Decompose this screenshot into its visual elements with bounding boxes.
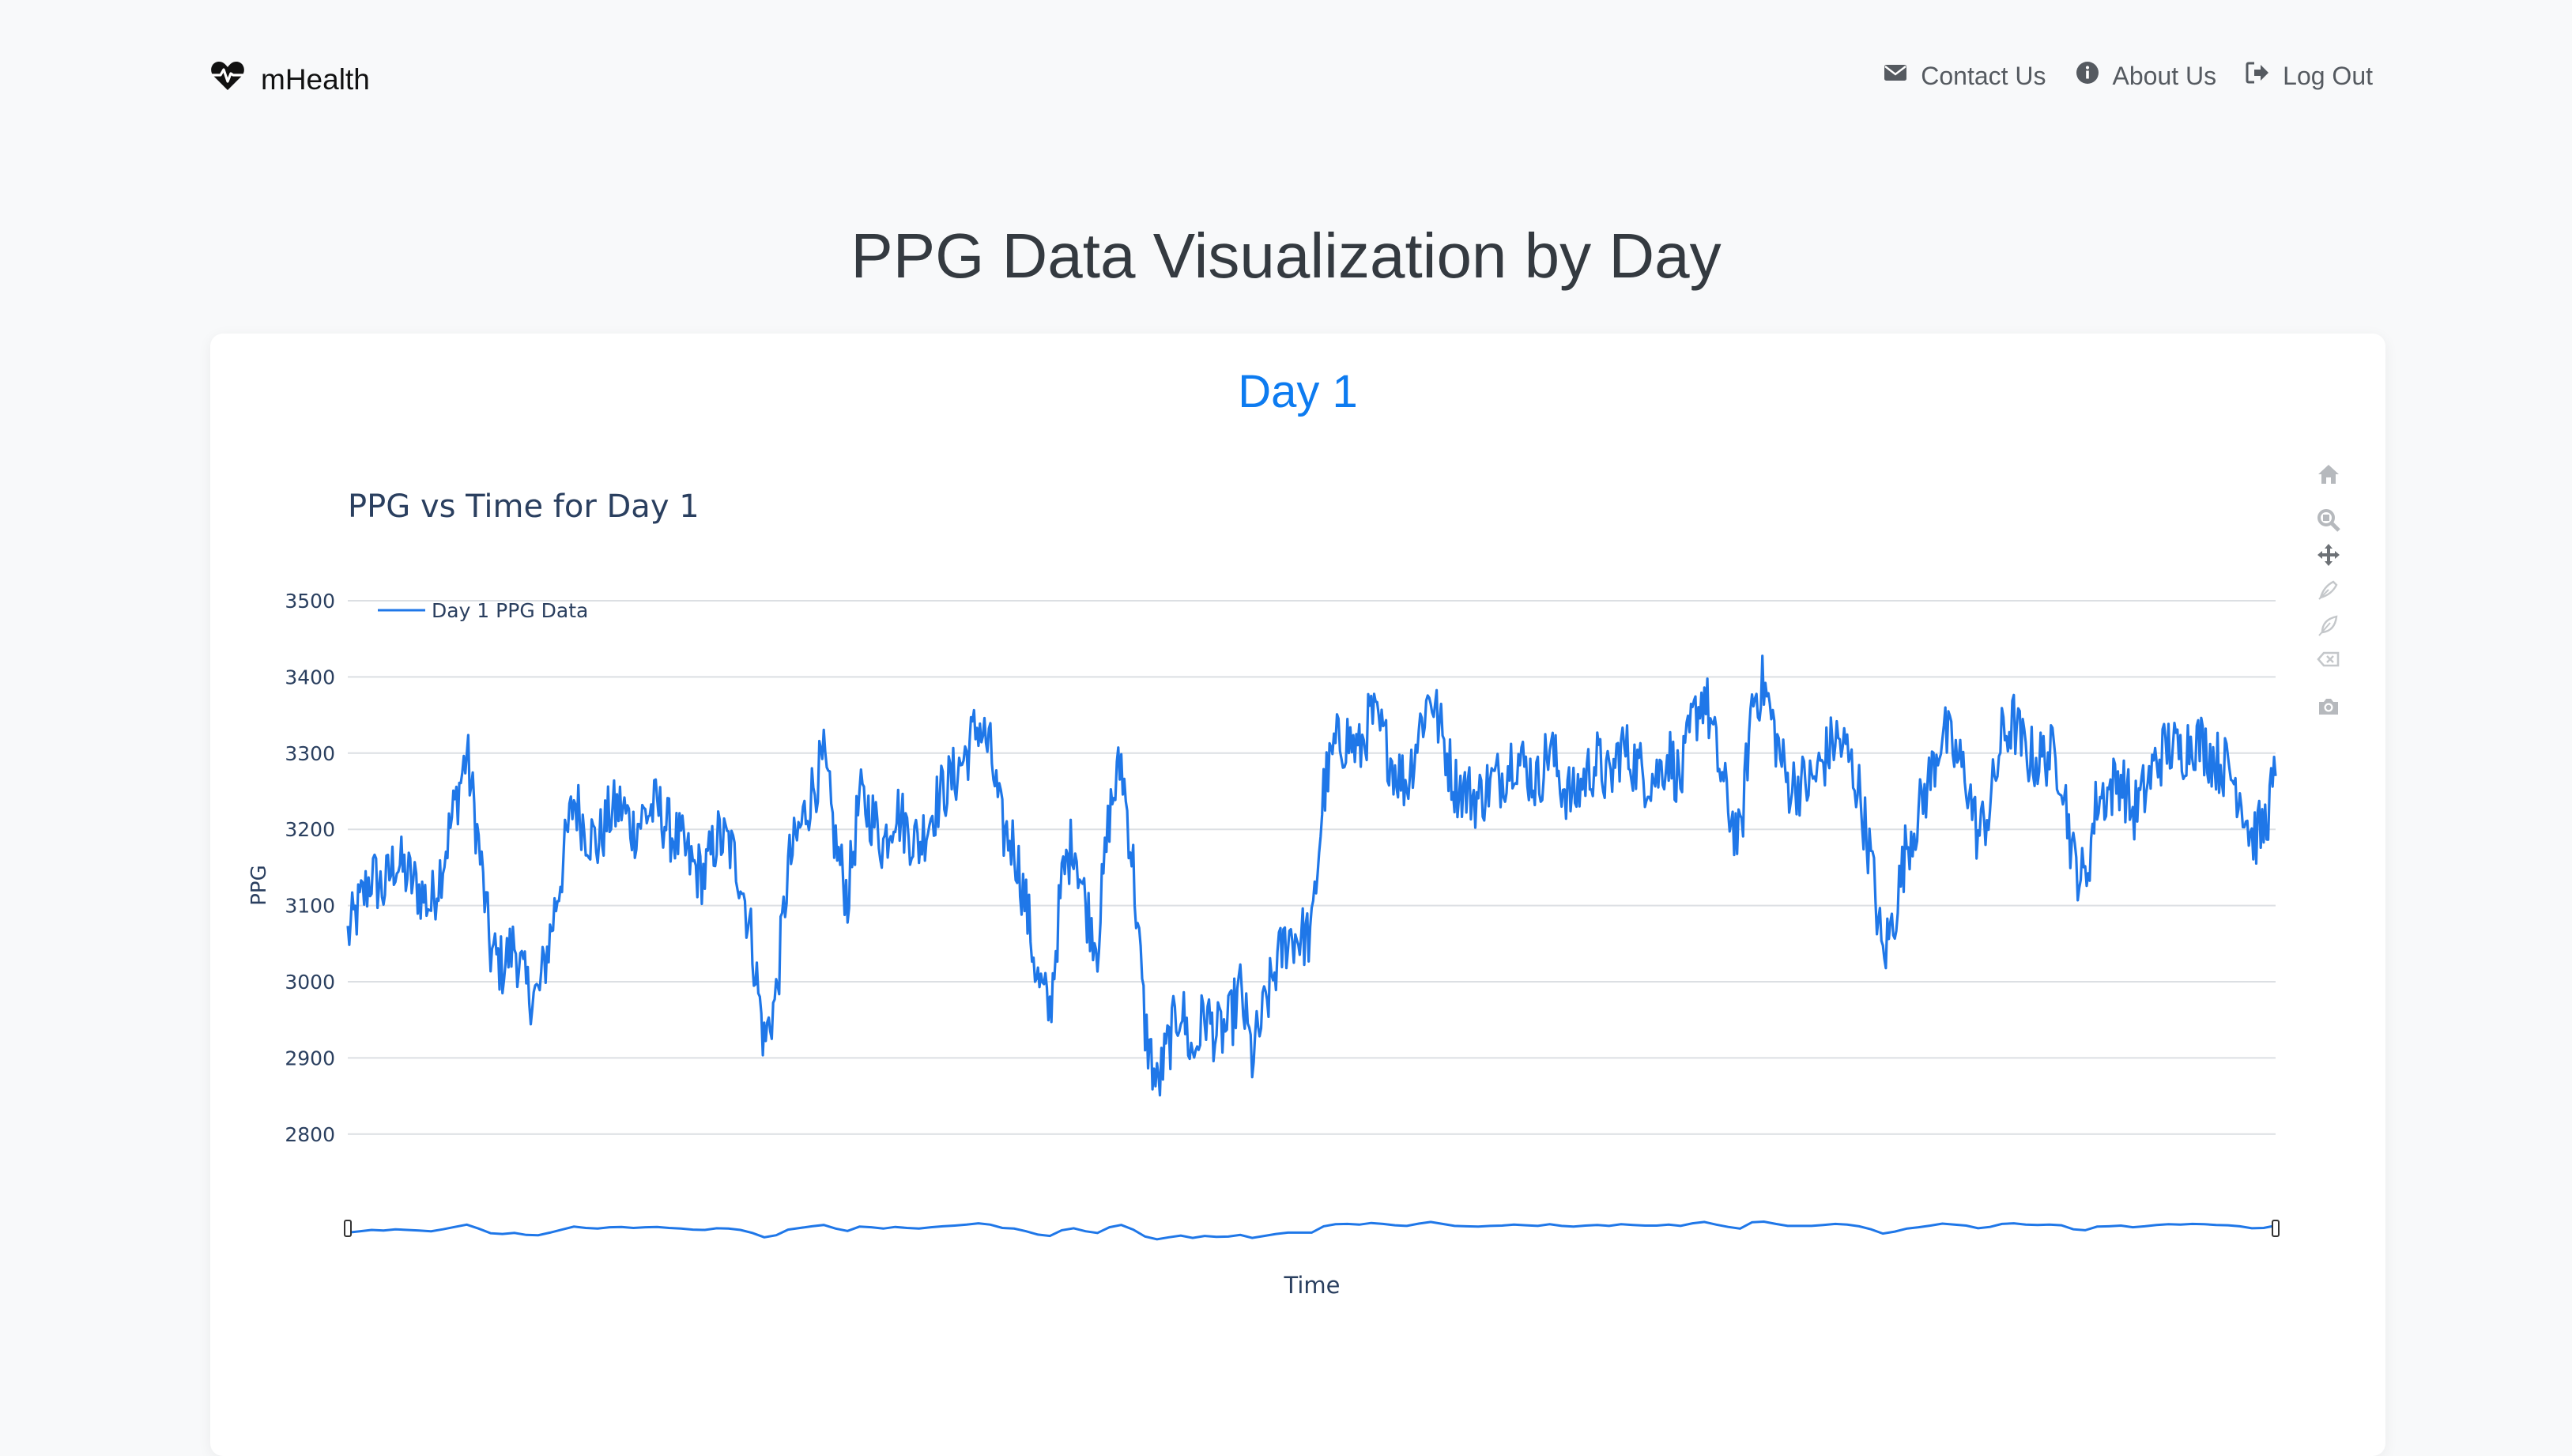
- y-tick-label: 3400: [285, 666, 335, 688]
- series-line-day1: [346, 654, 2277, 1097]
- y-tick-label: 2800: [285, 1123, 335, 1146]
- brand-name: mHealth: [261, 62, 370, 96]
- about-us-label: About Us: [2112, 61, 2217, 90]
- about-us-link[interactable]: About Us: [2075, 60, 2217, 92]
- range-slider-left-handle[interactable]: [344, 1220, 352, 1237]
- day-title: Day 1: [1238, 366, 1358, 417]
- y-tick-label: 3100: [285, 895, 335, 918]
- x-axis-label: Time: [1284, 1272, 1341, 1299]
- range-slider-right-handle[interactable]: [2272, 1220, 2280, 1237]
- contact-us-link[interactable]: Contact Us: [1883, 60, 2046, 92]
- legend-label: Day 1 PPG Data: [432, 599, 588, 622]
- range-slider-line: [347, 1220, 2276, 1241]
- day-card: Day 1 2800 2900 3000 3100 3200 3300 3400 3500 P…: [210, 334, 2385, 1456]
- top-navbar: mHealth Contact Us About Us Log Out: [0, 0, 2572, 161]
- draw-open-path-icon[interactable]: [2314, 575, 2343, 604]
- info-circle-icon: [2075, 60, 2100, 92]
- log-out-label: Log Out: [2283, 61, 2373, 90]
- erase-shape-icon[interactable]: [2314, 645, 2343, 673]
- brand-link[interactable]: mHealth: [210, 60, 370, 99]
- envelope-icon: [1883, 60, 1908, 92]
- range-slider[interactable]: [344, 1220, 2280, 1241]
- page-title: PPG Data Visualization by Day: [850, 221, 1722, 291]
- home-icon[interactable]: [2314, 460, 2343, 488]
- nav-links: Contact Us About Us Log Out: [1883, 60, 2373, 92]
- y-axis-label: PPG: [247, 865, 271, 906]
- contact-us-label: Contact Us: [1921, 61, 2046, 90]
- y-tick-label: 3500: [285, 590, 335, 613]
- log-out-link[interactable]: Log Out: [2245, 60, 2373, 92]
- chart-title: PPG vs Time for Day 1: [348, 488, 700, 525]
- y-tick-label: 3300: [285, 742, 335, 765]
- legend[interactable]: Day 1 PPG Data: [378, 599, 588, 622]
- camera-icon[interactable]: [2314, 692, 2343, 721]
- ppg-line-chart[interactable]: 2800 2900 3000 3100 3200 3300 3400 3500 PPG vs …: [210, 334, 2385, 1420]
- pan-icon[interactable]: [2314, 541, 2343, 569]
- y-tick-label: 2900: [285, 1047, 335, 1069]
- sign-out-icon: [2245, 60, 2270, 92]
- y-tick-label: 3200: [285, 818, 335, 841]
- y-tick-label: 3000: [285, 971, 335, 994]
- draw-closed-path-icon[interactable]: [2314, 610, 2343, 639]
- zoom-icon[interactable]: [2314, 506, 2343, 534]
- heartbeat-icon: [210, 60, 245, 99]
